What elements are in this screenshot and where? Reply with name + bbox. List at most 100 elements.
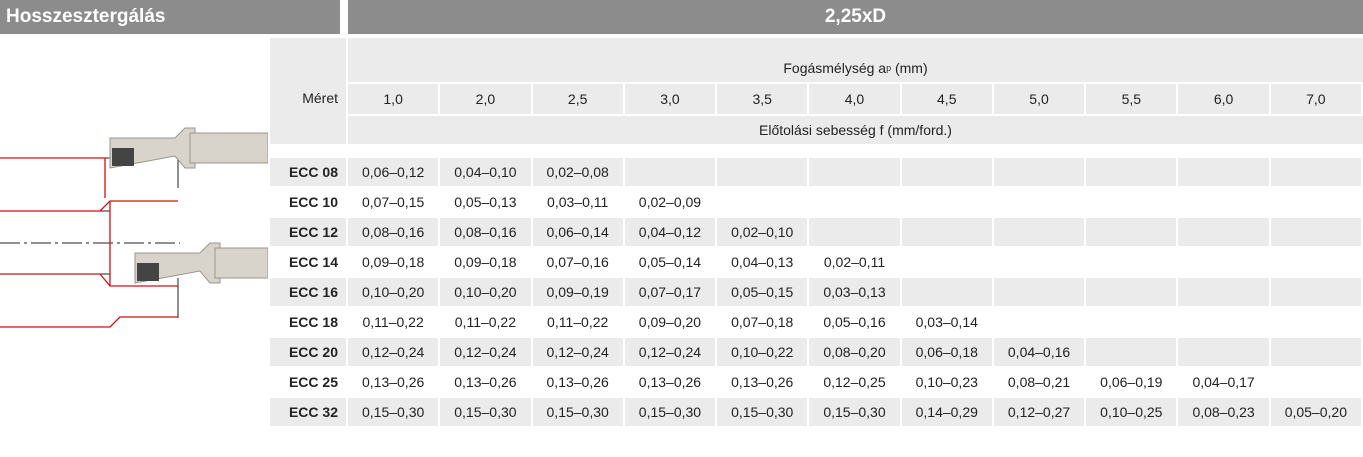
cell <box>1086 338 1177 366</box>
cell: 0,06–0,12 <box>348 158 439 186</box>
cell: 0,05–0,16 <box>823 314 886 330</box>
cell <box>1086 218 1177 246</box>
cell <box>994 308 1084 336</box>
cell <box>1178 248 1268 276</box>
cell: 0,02–0,11 <box>823 254 886 270</box>
cell: 0,08–0,16 <box>348 218 439 246</box>
cell: 0,04–0,12 <box>624 218 716 246</box>
cell: 0,09–0,19 <box>532 278 623 306</box>
cell: 0,11–0,22 <box>547 314 609 330</box>
cell: 0,12–0,24 <box>624 338 716 366</box>
cell <box>993 158 1085 186</box>
row-label: ECC 14 <box>288 254 338 270</box>
cell: 0,03–0,11 <box>547 194 609 210</box>
cell: 0,15–0,30 <box>624 398 716 426</box>
cell <box>1178 218 1269 246</box>
size-label: Méret <box>270 38 346 144</box>
column-header: 6,0 <box>1178 84 1269 114</box>
cell: 0,05–0,15 <box>717 278 808 306</box>
cell: 0,04–0,16 <box>993 338 1085 366</box>
cell: 0,08–0,23 <box>1178 398 1269 426</box>
cell: 0,12–0,25 <box>823 374 886 390</box>
column-header: 5,5 <box>1086 84 1177 114</box>
cell <box>993 218 1085 246</box>
cell <box>717 158 808 186</box>
cell <box>901 158 992 186</box>
cell: 0,06–0,18 <box>901 338 992 366</box>
column-header: 7,0 <box>1270 84 1361 114</box>
cell <box>994 248 1084 276</box>
cell: 0,10–0,22 <box>717 338 808 366</box>
cell <box>1271 188 1361 216</box>
cell <box>994 188 1084 216</box>
depth-sub: p <box>886 63 892 73</box>
cell: 0,04–0,17 <box>1192 374 1255 390</box>
depth-label: Fogásmélység a <box>783 60 887 76</box>
cell: 0,04–0,13 <box>731 254 794 270</box>
column-header: 4,0 <box>809 84 900 114</box>
cell <box>1178 278 1269 306</box>
cell: 0,10–0,23 <box>915 374 978 390</box>
cell: 0,12–0,24 <box>532 338 623 366</box>
cell: 0,13–0,26 <box>361 374 425 390</box>
row-label: ECC 12 <box>270 218 346 246</box>
cell <box>1086 308 1176 336</box>
cell <box>901 278 992 306</box>
cell <box>901 218 992 246</box>
cell: 0,06–0,19 <box>1100 374 1163 390</box>
cell <box>1178 188 1268 216</box>
cell: 0,13–0,26 <box>546 374 609 390</box>
cell: 0,09–0,18 <box>361 254 425 270</box>
cell: 0,08–0,16 <box>440 218 531 246</box>
cell <box>717 188 807 216</box>
cell <box>1271 308 1361 336</box>
column-header: 3,0 <box>624 84 716 114</box>
cell: 0,12–0,24 <box>440 338 531 366</box>
cell: 0,13–0,26 <box>731 374 794 390</box>
cell: 0,10–0,20 <box>348 278 439 306</box>
cell <box>1086 248 1176 276</box>
cell: 0,06–0,14 <box>532 218 623 246</box>
column-header: 5,0 <box>993 84 1085 114</box>
cell: 0,09–0,20 <box>638 314 702 330</box>
cell: 0,13–0,26 <box>638 374 702 390</box>
cell: 0,10–0,20 <box>440 278 531 306</box>
cell: 0,03–0,14 <box>915 314 978 330</box>
row-label: ECC 16 <box>270 278 346 306</box>
cell: 0,04–0,10 <box>440 158 531 186</box>
cell: 0,02–0,10 <box>717 218 808 246</box>
cell: 0,13–0,26 <box>454 374 517 390</box>
cell: 0,05–0,14 <box>638 254 702 270</box>
cell <box>1270 338 1361 366</box>
cell: 0,15–0,30 <box>717 398 808 426</box>
cell <box>1086 158 1177 186</box>
cell <box>1271 248 1361 276</box>
cell: 0,05–0,20 <box>1270 398 1361 426</box>
right-title: 2,25xD <box>348 0 1363 34</box>
column-header: 4,5 <box>901 84 992 114</box>
cell: 0,08–0,20 <box>809 338 900 366</box>
row-label: ECC 08 <box>270 158 346 186</box>
cell <box>993 278 1085 306</box>
cell: 0,07–0,15 <box>361 194 425 210</box>
cell <box>624 158 716 186</box>
cell <box>1086 278 1177 306</box>
cell <box>902 188 992 216</box>
cell: 0,12–0,24 <box>348 338 439 366</box>
depth-unit: (mm) <box>894 60 928 76</box>
cell: 0,07–0,18 <box>731 314 794 330</box>
column-header: 3,5 <box>717 84 808 114</box>
cell: 0,15–0,30 <box>440 398 531 426</box>
cell: 0,08–0,21 <box>1007 374 1071 390</box>
column-header: 2,0 <box>440 84 531 114</box>
column-header: 1,0 <box>348 84 439 114</box>
cell: 0,15–0,30 <box>532 398 623 426</box>
cell <box>1178 308 1268 336</box>
cell <box>1270 158 1361 186</box>
cell <box>809 158 900 186</box>
cell: 0,11–0,22 <box>362 314 424 330</box>
left-title: Hosszesztergálás <box>0 0 340 34</box>
cell: 0,02–0,09 <box>638 194 702 210</box>
